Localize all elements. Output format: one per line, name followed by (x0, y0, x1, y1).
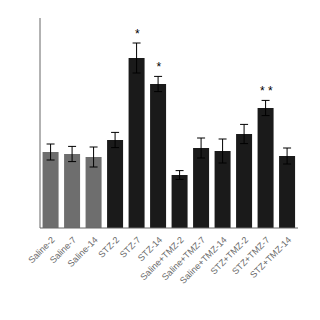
svg-text:* *: * * (259, 84, 272, 98)
svg-text:Saline-14: Saline-14 (66, 235, 100, 269)
svg-text:STZ-2: STZ-2 (96, 235, 121, 260)
svg-text:STZ-14: STZ-14 (135, 234, 165, 264)
svg-text:Saline-7: Saline-7 (47, 234, 79, 266)
svg-text:STZ+TMZ-7: STZ+TMZ-7 (230, 234, 272, 277)
svg-text:*: * (156, 60, 161, 74)
svg-text:Saline+TMZ-7: Saline+TMZ-7 (160, 234, 208, 283)
svg-text:STZ+TMZ-14: STZ+TMZ-14 (248, 235, 293, 280)
svg-text:Saline+TMZ-2: Saline+TMZ-2 (138, 234, 186, 283)
svg-text:*: * (134, 27, 139, 41)
svg-text:STZ+TMZ-2: STZ+TMZ-2 (208, 234, 251, 277)
svg-text:Saline-2: Saline-2 (26, 234, 57, 266)
svg-text:STZ-7: STZ-7 (117, 234, 143, 260)
svg-text:Saline+TMZ-14: Saline+TMZ-14 (177, 234, 229, 286)
